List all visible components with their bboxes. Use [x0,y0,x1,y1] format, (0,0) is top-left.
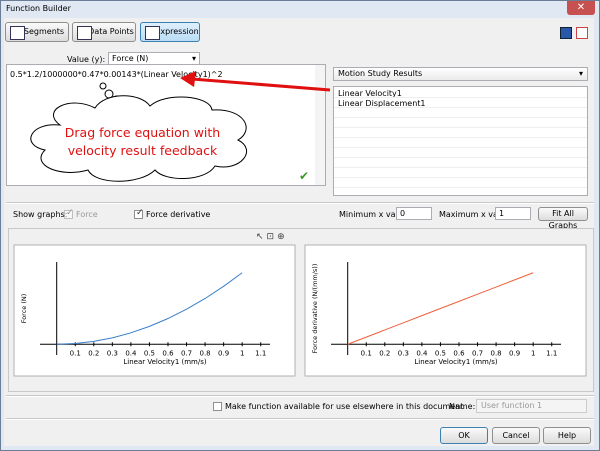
tab-label: Data Points [88,27,134,36]
tab-button[interactable]: Segments [5,22,69,42]
tab-button[interactable]: Expression [140,22,200,42]
x-tick-label: 0.3 [398,349,409,357]
value-dropdown[interactable]: Force (N) ▾ [108,52,200,65]
max-x-input[interactable]: 1 [495,207,531,220]
result-item[interactable]: Linear Velocity1 [338,89,402,98]
x-tick-label: 0.8 [491,349,502,357]
callout-cloud [30,82,247,182]
tab-icon [145,26,160,40]
separator [6,418,594,420]
x-axis-label: Linear Velocity1 (mm/s) [123,358,206,366]
graph-option-label: Force derivative [146,210,211,219]
check-mark: ✓ [136,208,144,218]
value-label: Value (y): [67,55,106,64]
x-tick-label: 1 [531,349,535,357]
callout-text: Drag force equation with velocity result… [64,125,221,158]
name-input[interactable]: User function 1 [476,399,587,413]
name-label: Name: [449,402,476,411]
dialog-button[interactable]: Cancel [492,427,540,444]
list-row-line [334,177,587,178]
list-row-line [334,97,587,98]
results-source: Motion Study Results [338,69,423,78]
list-row-line [334,147,587,148]
x-tick-label: 1.1 [255,349,266,357]
arrow [180,71,331,92]
export-icon[interactable] [576,27,588,39]
tab-icon [10,26,25,40]
check-mark: ✓ [66,208,74,218]
results-list: Linear Velocity1 Linear Displacement1 [333,86,588,196]
show-graphs-label: Show graphs: [13,210,68,219]
x-tick-label: 1.1 [546,349,557,357]
separator [6,202,594,204]
y-axis-label: Force (N) [20,294,28,324]
graph-option-label: Force [76,210,98,219]
x-tick-label: 0.8 [200,349,211,357]
x-tick-label: 0.5 [435,349,446,357]
expression-text: 0.5*1.2/1000000*0.47*0.00143*(Linear Vel… [10,70,223,79]
chart-frame [13,244,296,377]
x-tick-label: 0.6 [162,349,174,357]
x-tick-label: 0.7 [181,349,192,357]
result-item[interactable]: Linear Displacement1 [338,99,426,108]
x-tick-label: 1 [240,349,244,357]
list-row-line [334,167,587,168]
tab-icon [77,26,92,40]
x-tick-label: 0.9 [218,349,229,357]
valid-check: ✔ [299,169,310,183]
list-row-line [334,137,587,138]
y-axis-label: Force derivative (N/(mm/s)) [311,264,319,354]
x-tick-label: 0.1 [361,349,372,357]
data-line [347,272,534,345]
list-row-line [334,117,587,118]
x-tick-label: 0.2 [379,349,390,357]
graph-checkbox: ✓ [64,208,74,219]
results-dropdown[interactable]: Motion Study Results ▾ [333,67,588,81]
tab-label: Segments [23,27,65,36]
window-title: Function Builder [6,4,71,13]
list-row-line [334,127,587,128]
dialog-button[interactable]: OK [440,427,488,444]
min-x-label: Minimum x value: [339,210,411,219]
list-row-line [334,107,587,108]
x-tick-label: 0.9 [509,349,520,357]
x-tick-label: 0.7 [472,349,483,357]
share-label: Make function available for use elsewher… [225,402,464,411]
x-tick-label: 0.5 [144,349,155,357]
save-icon[interactable] [560,27,572,39]
value-selected: Force (N) [112,54,149,63]
list-row-line [334,187,587,188]
graph-checkbox[interactable]: ✓ [134,208,144,219]
max-x-label: Maximum x value: [439,210,513,219]
x-tick-label: 0.1 [70,349,81,357]
x-tick-label: 0.6 [453,349,465,357]
x-tick-label: 0.3 [107,349,118,357]
separator [6,395,594,397]
scrollbar[interactable] [315,65,325,185]
x-axis-label: Linear Velocity1 (mm/s) [414,358,497,366]
list-row-line [334,157,587,158]
chart-frame [304,244,587,377]
dialog-button[interactable]: Help [543,427,591,444]
x-tick-label: 0.4 [125,349,137,357]
share-checkbox[interactable] [213,402,222,411]
tab-button[interactable]: Data Points [72,22,136,42]
x-tick-label: 0.2 [88,349,99,357]
min-x-input[interactable]: 0 [396,207,432,220]
x-tick-label: 0.4 [416,349,428,357]
data-line [56,272,243,345]
fit-all-button[interactable]: Fit All Graphs [538,207,588,230]
close-button[interactable]: ✕ [567,1,595,15]
graph-tools[interactable]: ↖⊡⊕ [256,232,288,242]
tab-label: Expression [155,27,199,36]
